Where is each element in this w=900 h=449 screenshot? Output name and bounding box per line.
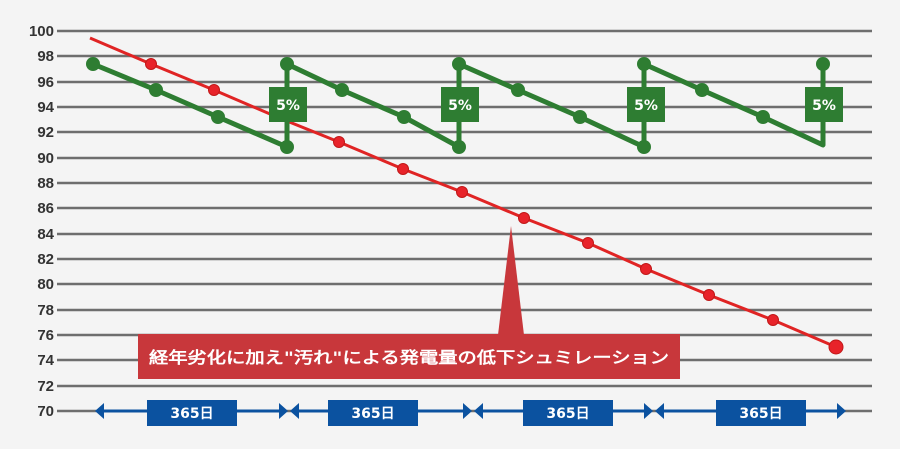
red-point — [456, 186, 468, 198]
green-point — [756, 110, 770, 124]
green-point — [637, 57, 651, 71]
green-point — [511, 83, 525, 97]
y-tick: 80 — [37, 276, 54, 293]
green-point — [573, 110, 587, 124]
y-tick: 92 — [37, 124, 54, 141]
svg-text:365日: 365日 — [351, 406, 394, 422]
red-point — [208, 84, 220, 96]
recovery-badges: 5% 5% 5% 5% — [269, 87, 843, 122]
green-point — [637, 140, 651, 154]
green-point — [397, 110, 411, 124]
y-tick: 72 — [37, 378, 54, 395]
y-tick: 70 — [37, 403, 54, 420]
green-point — [452, 57, 466, 71]
period-label: 365日 — [328, 400, 418, 426]
green-point — [335, 83, 349, 97]
svg-text:5%: 5% — [634, 98, 658, 114]
y-tick: 82 — [37, 251, 54, 268]
arrow-right-icon — [644, 403, 653, 419]
y-tick: 84 — [37, 226, 54, 243]
svg-text:5%: 5% — [812, 98, 836, 114]
svg-text:365日: 365日 — [546, 406, 589, 422]
green-point — [149, 83, 163, 97]
period-label: 365日 — [147, 400, 237, 426]
arrow-left-icon — [95, 403, 104, 419]
red-point — [397, 163, 409, 175]
y-tick: 96 — [37, 74, 54, 91]
red-point — [518, 212, 530, 224]
red-point — [767, 314, 779, 326]
red-point — [828, 339, 844, 355]
green-point — [452, 140, 466, 154]
arrow-right-icon — [279, 403, 288, 419]
red-point — [145, 58, 157, 70]
red-series — [89, 36, 844, 355]
svg-text:365日: 365日 — [170, 406, 213, 422]
green-point — [695, 83, 709, 97]
period-label: 365日 — [716, 400, 806, 426]
green-point — [280, 57, 294, 71]
y-axis-labels: 100 98 96 94 92 90 88 86 84 82 80 78 76 … — [29, 23, 55, 420]
callout: 経年劣化に加え"汚れ"による発電量の低下シュミレーション — [138, 226, 680, 379]
svg-text:5%: 5% — [276, 98, 300, 114]
green-point — [211, 110, 225, 124]
svg-text:365日: 365日 — [739, 406, 782, 422]
arrow-right-icon — [837, 403, 846, 419]
callout-text: 経年劣化に加え"汚れ"による発電量の低下シュミレーション — [149, 348, 669, 367]
green-series — [86, 57, 830, 154]
arrow-left-icon — [655, 403, 664, 419]
recovery-badge: 5% — [627, 87, 665, 122]
red-point — [333, 136, 345, 148]
red-point — [582, 237, 594, 249]
svg-text:5%: 5% — [448, 98, 472, 114]
y-tick: 78 — [37, 302, 54, 319]
arrow-right-icon — [463, 403, 472, 419]
callout-box — [138, 334, 680, 379]
green-point — [816, 57, 830, 71]
y-tick: 90 — [37, 150, 54, 167]
arrow-left-icon — [290, 403, 299, 419]
red-point — [640, 263, 652, 275]
timeline: 365日 365日 365日 365日 — [95, 400, 846, 426]
callout-pointer — [498, 226, 524, 335]
recovery-badge: 5% — [441, 87, 479, 122]
arrow-left-icon — [474, 403, 483, 419]
recovery-badge: 5% — [805, 87, 843, 122]
red-point — [703, 289, 715, 301]
y-tick: 76 — [37, 327, 54, 344]
y-tick: 94 — [37, 99, 54, 116]
y-tick: 86 — [37, 200, 54, 217]
recovery-badge: 5% — [269, 87, 307, 122]
green-point — [86, 57, 100, 71]
y-tick: 100 — [29, 23, 54, 40]
y-tick: 98 — [37, 48, 54, 65]
y-tick: 74 — [37, 352, 54, 369]
period-label: 365日 — [523, 400, 613, 426]
green-point — [280, 140, 294, 154]
y-tick: 88 — [37, 175, 54, 192]
